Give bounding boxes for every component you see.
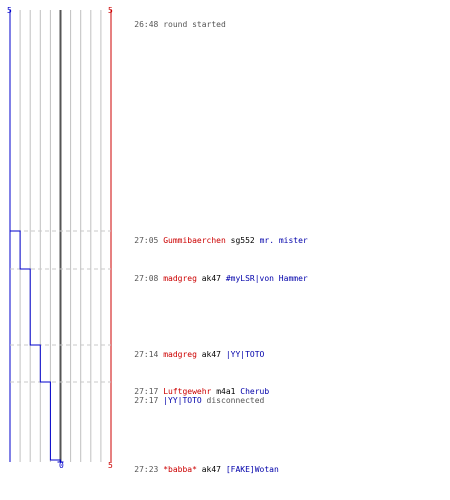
victim-name: |YY|TOTO xyxy=(225,350,265,359)
event-time: 27:17 xyxy=(134,387,159,396)
event-time: 27:08 xyxy=(134,274,159,283)
scale-right-bottom-label: 5 xyxy=(108,461,113,470)
event-text: round started xyxy=(163,20,226,29)
event-row: 27:05 Gummibaerchen sg552 mr. mister xyxy=(115,227,308,254)
weapon-name: ak47 xyxy=(201,465,221,474)
event-time: 27:05 xyxy=(134,236,159,245)
event-row: 27:23 *babba* ak47 [FAKE]Wotan xyxy=(115,456,279,483)
event-text: disconnected xyxy=(206,396,265,405)
player-name: |YY|TOTO xyxy=(163,396,202,405)
event-row: 27:17 Luftgewehr m4a1 Cherub xyxy=(115,378,269,405)
weapon-name: ak47 xyxy=(201,350,221,359)
victim-name: Cherub xyxy=(240,387,270,396)
killer-name: Luftgewehr xyxy=(163,387,212,396)
weapon-name: m4a1 xyxy=(216,387,236,396)
killer-name: madgreg xyxy=(163,350,197,359)
killer-name: *babba* xyxy=(163,465,197,474)
event-time: 27:23 xyxy=(134,465,159,474)
victim-name: [FAKE]Wotan xyxy=(225,465,279,474)
event-row: 27:17 |YY|TOTO disconnected xyxy=(115,387,264,414)
event-time: 27:17 xyxy=(134,396,159,405)
event-row: 27:08 madgreg ak47 #myLSR|von Hammer xyxy=(115,265,308,292)
event-time: 26:48 xyxy=(134,20,159,29)
score-step-line xyxy=(9,10,61,462)
event-row: 26:48 round started xyxy=(115,11,226,38)
weapon-name: sg552 xyxy=(230,236,255,245)
event-time: 27:14 xyxy=(134,350,159,359)
victim-name: mr. mister xyxy=(259,236,308,245)
killer-name: Gummibaerchen xyxy=(163,236,226,245)
event-row: 27:14 madgreg ak47 |YY|TOTO xyxy=(115,341,264,368)
scale-right-top-label: 5 xyxy=(108,6,113,15)
scale-left-top-label: 5 xyxy=(7,6,12,15)
scale-center-bottom-label: 0 xyxy=(59,461,64,470)
killer-name: madgreg xyxy=(163,274,197,283)
weapon-name: ak47 xyxy=(201,274,221,283)
victim-name: #myLSR|von Hammer xyxy=(225,274,308,283)
